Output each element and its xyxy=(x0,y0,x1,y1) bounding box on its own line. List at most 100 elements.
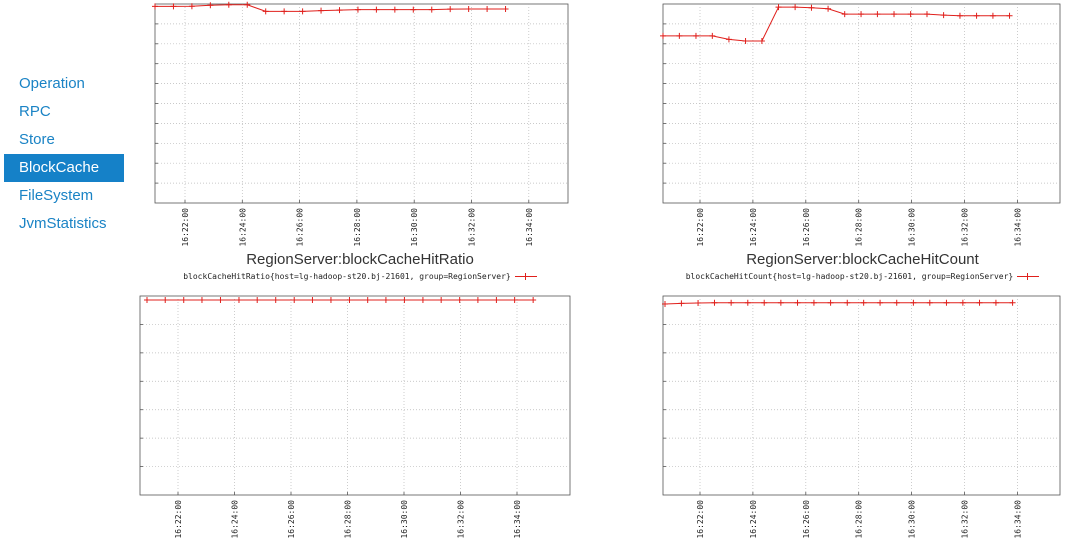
data-point xyxy=(891,11,898,18)
data-point xyxy=(318,7,325,14)
data-point xyxy=(336,7,343,14)
data-point xyxy=(976,299,983,306)
data-point xyxy=(484,5,491,12)
x-tick-label: 16:24:00 xyxy=(749,208,758,247)
data-point xyxy=(456,296,463,303)
data-point xyxy=(877,299,884,306)
x-tick-label: 16:30:00 xyxy=(410,208,419,247)
data-point xyxy=(725,36,732,43)
x-tick-label: 16:34:00 xyxy=(525,208,534,247)
x-tick-label: 16:22:00 xyxy=(181,208,190,247)
data-point xyxy=(1006,12,1013,19)
data-point xyxy=(144,296,150,303)
data-point xyxy=(391,6,398,13)
data-point xyxy=(152,3,158,10)
data-point xyxy=(162,296,169,303)
data-point xyxy=(364,296,371,303)
x-tick-label: 16:26:00 xyxy=(802,208,811,247)
x-tick-label: 16:24:00 xyxy=(238,208,247,247)
data-point xyxy=(956,12,963,19)
x-tick-label: 16:30:00 xyxy=(908,500,917,539)
data-point xyxy=(907,11,914,18)
chart-block-cache-hit-ratio: 16:22:00 16:24:00 16:26:00 16:28:00 16:30:00… xyxy=(152,1,569,247)
data-point xyxy=(893,299,900,306)
x-tick-label: 16:24:00 xyxy=(231,500,240,539)
data-point xyxy=(989,12,996,19)
x-tick-label: 16:30:00 xyxy=(908,208,917,247)
data-point xyxy=(841,11,848,18)
plot-frame xyxy=(662,295,1061,496)
data-point xyxy=(910,299,917,306)
data-point xyxy=(354,6,361,13)
data-point xyxy=(676,32,683,39)
x-tick-label: 16:26:00 xyxy=(802,500,811,539)
data-point xyxy=(775,4,782,11)
series-line xyxy=(155,4,506,12)
legend-swatch xyxy=(514,273,537,280)
chart-panel-bottom-right: 16:22:00 16:24:00 16:26:00 16:28:00 16:30:00… xyxy=(655,290,1070,546)
nav-item-operation[interactable]: Operation xyxy=(19,75,85,92)
data-point xyxy=(744,299,751,306)
data-point xyxy=(281,8,288,15)
x-tick-label: 16:34:00 xyxy=(513,500,522,539)
chart-legend: blockCacheHitCount{host=lg-hadoop-st20.b… xyxy=(655,272,1070,281)
data-point xyxy=(401,296,408,303)
data-point xyxy=(660,32,666,39)
data-point xyxy=(662,300,668,307)
data-point xyxy=(428,6,435,13)
data-point xyxy=(709,32,716,39)
data-point xyxy=(761,299,768,306)
data-point xyxy=(262,8,269,15)
data-point xyxy=(808,4,815,11)
data-point xyxy=(923,11,930,18)
data-point xyxy=(530,296,537,303)
data-point xyxy=(180,296,187,303)
data-point xyxy=(777,299,784,306)
data-point xyxy=(728,299,735,306)
data-point xyxy=(692,32,699,39)
data-point xyxy=(825,5,832,12)
data-point xyxy=(926,299,933,306)
nav-item-jvmstatistics[interactable]: JvmStatistics xyxy=(19,215,107,232)
nav-item-rpc[interactable]: RPC xyxy=(19,103,51,120)
data-point xyxy=(346,296,353,303)
nav-item-blockcache[interactable]: BlockCache xyxy=(4,154,124,182)
nav-item-filesystem[interactable]: FileSystem xyxy=(19,187,94,204)
data-point xyxy=(678,300,685,307)
data-point xyxy=(474,296,481,303)
data-point xyxy=(438,296,445,303)
data-point xyxy=(502,5,509,12)
x-tick-label: 16:28:00 xyxy=(344,500,353,539)
data-point xyxy=(940,12,947,19)
data-point xyxy=(299,8,306,15)
data-point xyxy=(207,2,214,9)
data-point xyxy=(254,296,261,303)
chart-block-cache-hit-count: 16:22:00 16:24:00 16:26:00 16:28:00 16:30:00… xyxy=(660,3,1061,247)
chart-legend: blockCacheHitRatio{host=lg-hadoop-st20.b… xyxy=(140,272,580,281)
chart-title: RegionServer:blockCacheHitCount xyxy=(746,251,979,268)
data-point xyxy=(860,299,867,306)
data-point xyxy=(419,296,426,303)
sidebar-nav: Operation RPC Store BlockCache FileSyste… xyxy=(4,70,124,238)
legend-label: blockCacheHitCount{host=lg-hadoop-st20.b… xyxy=(685,272,1014,281)
x-tick-label: 16:22:00 xyxy=(696,208,705,247)
data-point xyxy=(198,296,205,303)
data-point xyxy=(844,299,851,306)
chart-title: RegionServer:blockCacheHitRatio xyxy=(246,251,474,268)
data-point xyxy=(188,3,195,10)
data-point xyxy=(511,296,518,303)
data-point xyxy=(447,6,454,13)
data-point xyxy=(244,1,251,8)
data-point xyxy=(309,296,316,303)
x-tick-label: 16:28:00 xyxy=(353,208,362,247)
x-tick-label: 16:32:00 xyxy=(961,500,970,539)
data-point xyxy=(858,11,865,18)
x-tick-label: 16:24:00 xyxy=(749,500,758,539)
chart-panel-block-cache-hit-ratio: 16:22:00 16:24:00 16:26:00 16:28:00 16:30:00… xyxy=(140,0,580,290)
data-point xyxy=(943,299,950,306)
legend-label: blockCacheHitRatio{host=lg-hadoop-st20.b… xyxy=(183,272,511,281)
x-tick-label: 16:34:00 xyxy=(1013,500,1022,539)
nav-item-store[interactable]: Store xyxy=(19,131,55,148)
plot-frame xyxy=(139,295,571,496)
data-point xyxy=(992,299,999,306)
